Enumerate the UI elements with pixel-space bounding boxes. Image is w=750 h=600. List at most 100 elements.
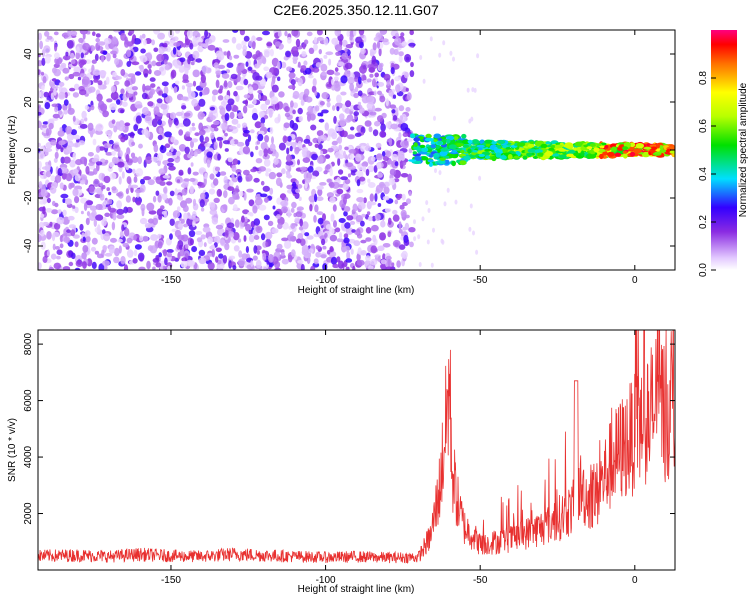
spectrogram-noise-cell xyxy=(134,188,143,194)
spectrogram-noise-cell xyxy=(102,260,110,267)
spectrogram-noise-cell xyxy=(227,98,235,106)
spectrogram-noise-cell xyxy=(191,98,199,107)
spectrogram-noise-cell xyxy=(358,76,362,85)
spectrogram-noise-cell xyxy=(277,223,283,230)
spectrogram-noise-cell xyxy=(185,38,190,46)
spectrogram-noise-cell xyxy=(231,173,235,182)
spectrogram-signal-cell xyxy=(467,148,472,154)
spectrogram-noise-cell xyxy=(337,260,344,269)
spectrogram-noise-cell xyxy=(151,60,157,67)
spectrogram-signal-cell xyxy=(433,152,440,158)
spectrogram-noise-cell xyxy=(290,100,294,108)
spectrogram-noise-cell xyxy=(192,198,197,207)
spectrogram-noise-cell xyxy=(258,149,263,157)
spectrogram-noise-cell xyxy=(335,44,343,52)
spectrogram-noise-cell xyxy=(395,84,401,93)
spectrogram-noise-cell xyxy=(104,212,111,217)
spectrogram-noise-cell xyxy=(62,67,70,74)
spectrogram-noise-cell xyxy=(180,260,188,268)
spectrogram-noise-cell xyxy=(230,217,234,224)
spectrogram-noise-cell xyxy=(344,222,351,229)
spectrogram-noise-cell xyxy=(85,235,91,243)
colorbar: 0.0 0.2 0.4 0.6 0.8 Normalized spectral ampl… xyxy=(698,30,749,277)
spectrogram-noise-cell xyxy=(248,199,255,207)
spectrogram-noise-cell xyxy=(280,61,287,69)
spectrogram-noise-cell xyxy=(82,236,86,242)
spectrogram-faint-cell xyxy=(425,200,429,206)
spectrogram-signal-cell xyxy=(430,141,436,145)
spectrogram-noise-cell xyxy=(361,74,367,82)
spectrogram-noise-cell xyxy=(237,65,245,71)
spectrogram-signal-cell xyxy=(641,151,651,158)
spectrogram-noise-cell xyxy=(394,199,399,205)
spectrogram-noise-cell xyxy=(145,116,152,122)
spectrogram-noise-cell xyxy=(94,250,100,255)
spectrogram-noise-cell xyxy=(102,110,109,118)
spectrogram-noise-cell xyxy=(345,117,351,123)
spectrogram-noise-cell xyxy=(359,176,366,182)
colorbar-tick-label: 0.2 xyxy=(698,215,709,229)
spectrogram-noise-cell xyxy=(295,211,303,218)
spectrogram-noise-cell xyxy=(156,98,163,104)
spectrogram-noise-cell xyxy=(291,46,299,54)
spectrogram-noise-cell xyxy=(355,36,363,44)
spectrogram-noise-cell xyxy=(198,257,207,265)
spectrogram-noise-cell xyxy=(188,230,196,238)
spectrogram-noise-cell xyxy=(310,265,316,270)
spectrogram-noise-cell xyxy=(377,172,383,178)
spectrogram-signal-cell xyxy=(433,133,442,139)
spectrogram-noise-cell xyxy=(82,245,89,253)
spectrogram-noise-cell xyxy=(102,229,106,235)
spectrogram-noise-cell xyxy=(388,177,396,186)
snr-x-tick-label: -100 xyxy=(316,575,336,586)
spectrogram-noise-cell xyxy=(262,185,270,192)
spectrogram-noise-cell xyxy=(347,173,352,178)
spectrogram-noise-cell xyxy=(349,35,353,41)
spectrogram-noise-cell xyxy=(189,177,196,182)
spectrogram-noise-cell xyxy=(178,196,184,201)
spectrogram-noise-cell xyxy=(38,234,42,243)
spectrogram-noise-cell xyxy=(254,121,262,129)
spectrogram-noise-cell xyxy=(306,31,313,37)
spectrogram-noise-cell xyxy=(374,107,382,112)
spectrogram-noise-cell xyxy=(241,40,247,47)
spectrogram-noise-cell xyxy=(135,115,142,124)
spectrogram-noise-cell xyxy=(163,59,168,65)
spectrogram-noise-cell xyxy=(297,260,304,264)
spectrogram-signal-cell xyxy=(643,146,652,150)
spectrogram-noise-cell xyxy=(398,51,404,57)
spectrogram-noise-cell xyxy=(259,111,265,118)
spectrogram-noise-cell xyxy=(38,120,42,129)
spectrogram-noise-cell xyxy=(399,115,403,121)
spectrogram-noise-cell xyxy=(338,232,343,240)
spectrogram-noise-cell xyxy=(236,141,245,147)
spectrogram-noise-cell xyxy=(286,154,292,163)
spectrogram-noise-cell xyxy=(116,200,122,209)
spectrogram-signal-cell xyxy=(540,143,548,149)
spectrogram-noise-cell xyxy=(49,221,53,226)
spectrogram-noise-cell xyxy=(241,215,245,223)
spectrogram-noise-cell xyxy=(194,132,200,137)
spectrogram-signal-cell xyxy=(491,155,497,162)
spectrogram-noise-cell xyxy=(377,90,382,96)
spectrogram-noise-cell xyxy=(213,127,219,132)
spectrogram-noise-cell xyxy=(356,179,361,187)
spectrogram-noise-cell xyxy=(79,89,87,96)
spectrogram-noise-cell xyxy=(398,105,405,112)
spectrogram-noise-cell xyxy=(297,233,304,240)
spectrogram-noise-cell xyxy=(38,69,41,75)
spectrogram-noise-cell xyxy=(323,170,328,175)
spectrogram-noise-cell xyxy=(74,267,81,270)
spectrogram-noise-cell xyxy=(228,180,234,187)
spectrogram-noise-cell xyxy=(246,104,255,109)
spectrogram-noise-cell xyxy=(182,43,187,48)
spectrogram-noise-cell xyxy=(120,136,126,143)
spectrogram-noise-cell xyxy=(187,260,195,267)
spectrogram-noise-cell xyxy=(48,266,54,270)
spectrogram-noise-cell xyxy=(168,118,172,128)
spectrogram-noise-cell xyxy=(263,158,271,167)
spectrogram-noise-cell xyxy=(349,82,354,92)
spectrogram-noise-cell xyxy=(252,98,257,105)
spectrogram-noise-cell xyxy=(91,261,97,269)
spectrogram-signal-cell xyxy=(484,148,492,152)
